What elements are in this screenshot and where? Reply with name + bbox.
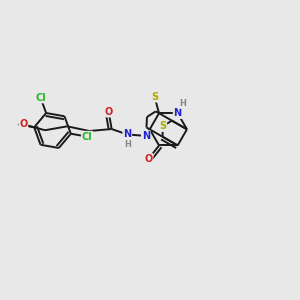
- Text: H: H: [124, 140, 131, 148]
- Text: Cl: Cl: [82, 132, 92, 142]
- Text: O: O: [19, 119, 28, 129]
- Text: N: N: [142, 131, 150, 141]
- Text: O: O: [144, 154, 153, 164]
- Text: O: O: [104, 106, 113, 117]
- Text: N: N: [174, 108, 182, 118]
- Text: H: H: [180, 99, 187, 108]
- Text: S: S: [151, 92, 158, 102]
- Text: Cl: Cl: [35, 92, 46, 103]
- Text: N: N: [123, 129, 131, 140]
- Text: S: S: [159, 121, 167, 131]
